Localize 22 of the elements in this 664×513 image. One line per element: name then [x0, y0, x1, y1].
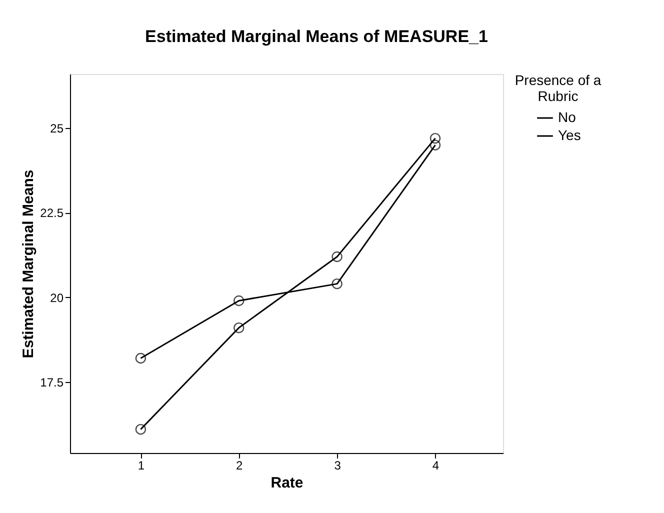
y-tick-label: 25	[50, 122, 64, 136]
legend-label: Yes	[558, 127, 581, 143]
point	[430, 132, 441, 144]
y-axis-title: Estimated Marginal Means	[20, 170, 38, 358]
y-tick-label: 17.5	[40, 375, 64, 390]
point	[430, 140, 441, 150]
point	[234, 322, 244, 334]
chart-title: Estimated Marginal Means of MEASURE_1	[145, 27, 488, 46]
x-tick-label: 4	[432, 458, 440, 472]
point	[135, 352, 146, 364]
point	[332, 278, 342, 290]
x-tick-label: 3	[334, 458, 342, 472]
point	[135, 424, 146, 435]
y-tick-label: 22.5	[40, 206, 64, 220]
y-tick-label: 20	[50, 290, 64, 305]
point	[234, 295, 244, 306]
point	[332, 251, 342, 262]
x-axis-title: Rate	[270, 474, 304, 492]
x-tick-label: 1	[138, 458, 145, 472]
legend-label: No	[558, 109, 576, 125]
legend-title: Presence of a Rubric	[514, 72, 602, 104]
x-tick-label: 2	[236, 458, 244, 472]
